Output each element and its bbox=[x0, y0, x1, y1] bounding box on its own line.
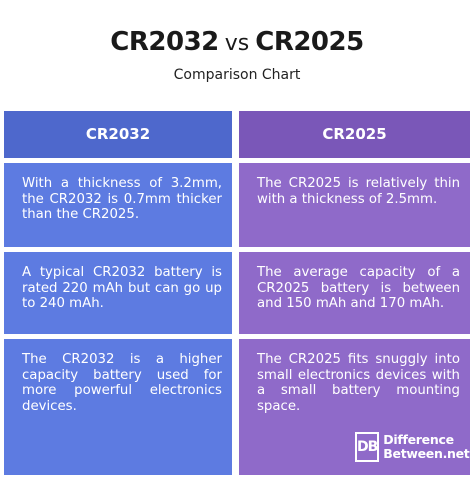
cell-cr2025-capacity: The average capacity of a CR2025 battery… bbox=[239, 252, 470, 334]
cell-cr2032-capacity: A typical CR2032 battery is rated 220 mA… bbox=[4, 252, 232, 334]
logo-line-2: Between.net bbox=[383, 446, 470, 461]
cell-cr2032-usage: The CR2032 is a higher capacity battery … bbox=[4, 339, 232, 475]
logo-mark: DB bbox=[355, 432, 380, 462]
column-header-cr2025: CR2025 bbox=[239, 111, 470, 158]
cell-cr2025-thickness: The CR2025 is relatively thin with a thi… bbox=[239, 163, 470, 247]
page-subtitle: Comparison Chart bbox=[173, 67, 301, 83]
column-header-cr2032: CR2032 bbox=[4, 111, 232, 158]
logo-wordmark: Difference Between.net bbox=[383, 433, 469, 461]
page-title: CR2032 vs CR2025 bbox=[0, 27, 474, 57]
logo-line-1: Difference bbox=[383, 432, 454, 447]
cell-cr2032-thickness: With a thickness of 3.2mm, the CR2032 is… bbox=[4, 163, 232, 247]
differencebetween-logo: DB Difference Between.net bbox=[355, 430, 470, 464]
cell-cr2025-usage: The CR2025 fits snuggly into small elect… bbox=[239, 339, 470, 475]
title-left: CR2032 bbox=[110, 27, 219, 57]
title-vs: vs bbox=[224, 31, 250, 56]
title-right: CR2025 bbox=[255, 27, 364, 57]
